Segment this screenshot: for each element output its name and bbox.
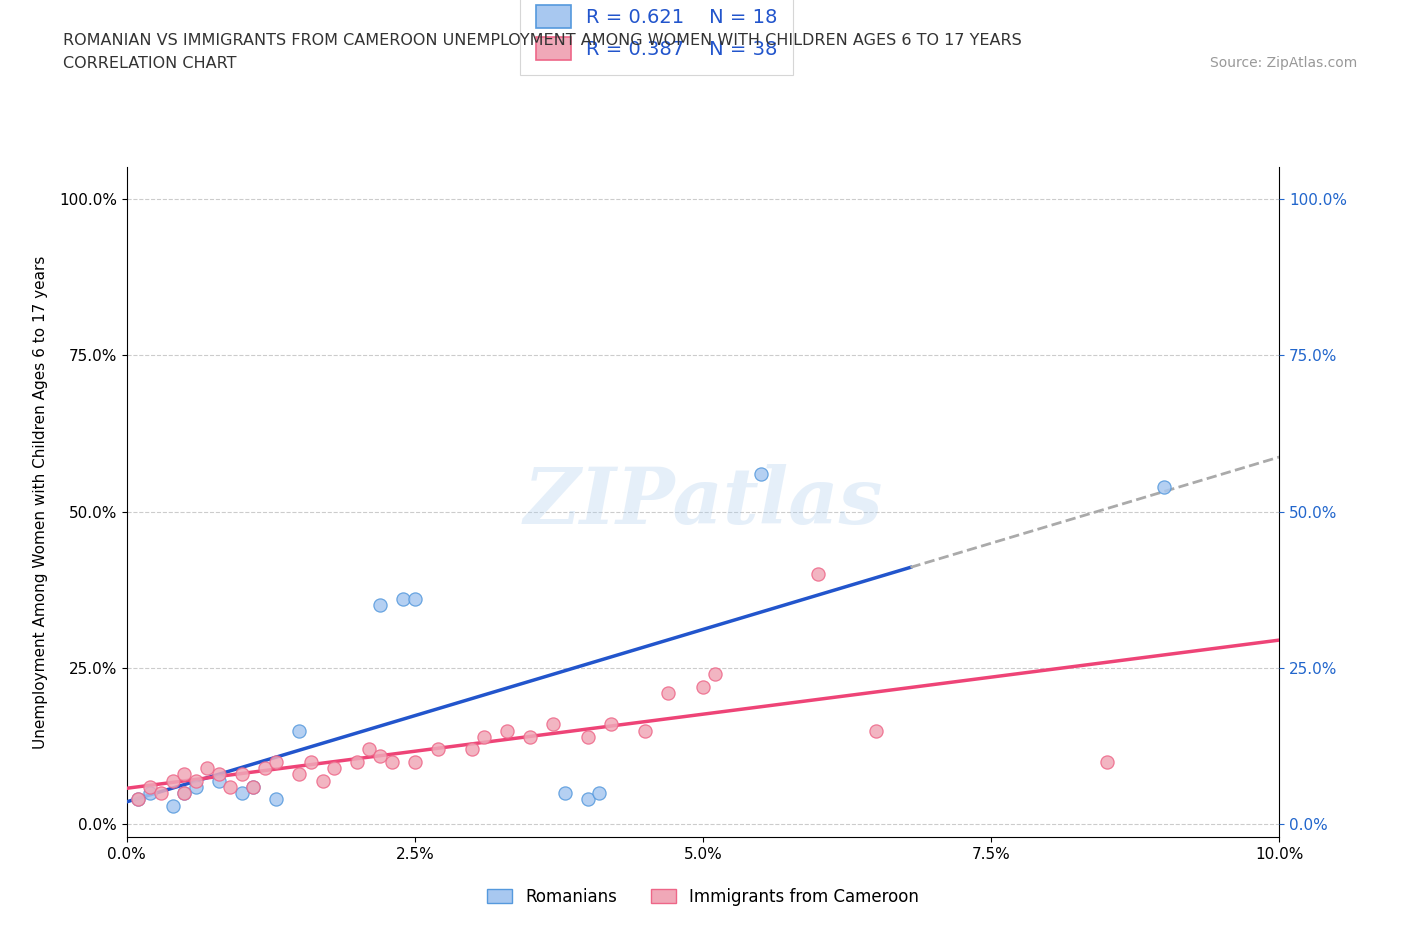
Point: [173, 786, 195, 801]
Point: [138, 786, 160, 801]
Point: [208, 773, 231, 788]
Point: [519, 729, 541, 744]
Point: [266, 754, 288, 769]
Point: [404, 754, 426, 769]
Point: [865, 724, 887, 738]
Point: [554, 786, 576, 801]
Point: [404, 591, 426, 606]
Point: [1095, 754, 1118, 769]
Point: [426, 742, 449, 757]
Point: [162, 773, 184, 788]
Legend: R = 0.621    N = 18, R = 0.387    N = 38: R = 0.621 N = 18, R = 0.387 N = 38: [520, 0, 793, 75]
Point: [541, 717, 564, 732]
Point: [288, 724, 311, 738]
Point: [231, 786, 253, 801]
Point: [599, 717, 621, 732]
Point: [231, 767, 253, 782]
Point: [346, 754, 368, 769]
Point: [162, 798, 184, 813]
Point: [311, 773, 333, 788]
Point: [127, 792, 149, 807]
Point: [127, 792, 149, 807]
Point: [184, 779, 207, 794]
Point: [299, 754, 322, 769]
Point: [150, 786, 173, 801]
Point: [184, 773, 207, 788]
Point: [381, 754, 404, 769]
Point: [323, 761, 346, 776]
Point: [807, 566, 830, 581]
Point: [357, 742, 380, 757]
Point: [253, 761, 276, 776]
Point: [472, 729, 495, 744]
Point: [368, 749, 391, 764]
Point: [208, 767, 231, 782]
Point: [657, 685, 679, 700]
Point: [461, 742, 484, 757]
Point: [392, 591, 415, 606]
Point: [496, 724, 519, 738]
Point: [288, 767, 311, 782]
Text: Source: ZipAtlas.com: Source: ZipAtlas.com: [1209, 56, 1357, 70]
Point: [173, 786, 195, 801]
Point: [219, 779, 242, 794]
Point: [703, 667, 725, 682]
Point: [576, 729, 599, 744]
Text: ZIPatlas: ZIPatlas: [523, 464, 883, 540]
Point: [588, 786, 610, 801]
Text: CORRELATION CHART: CORRELATION CHART: [63, 56, 236, 71]
Point: [242, 779, 264, 794]
Point: [634, 724, 657, 738]
Point: [1153, 479, 1175, 494]
Point: [749, 467, 772, 482]
Point: [242, 779, 264, 794]
Point: [138, 779, 160, 794]
Legend: Romanians, Immigrants from Cameroon: Romanians, Immigrants from Cameroon: [481, 881, 925, 912]
Point: [173, 767, 195, 782]
Point: [368, 598, 391, 613]
Point: [692, 680, 714, 695]
Point: [195, 761, 218, 776]
Point: [576, 792, 599, 807]
Text: ROMANIAN VS IMMIGRANTS FROM CAMEROON UNEMPLOYMENT AMONG WOMEN WITH CHILDREN AGES: ROMANIAN VS IMMIGRANTS FROM CAMEROON UNE…: [63, 33, 1022, 47]
Y-axis label: Unemployment Among Women with Children Ages 6 to 17 years: Unemployment Among Women with Children A…: [32, 256, 48, 749]
Point: [266, 792, 288, 807]
